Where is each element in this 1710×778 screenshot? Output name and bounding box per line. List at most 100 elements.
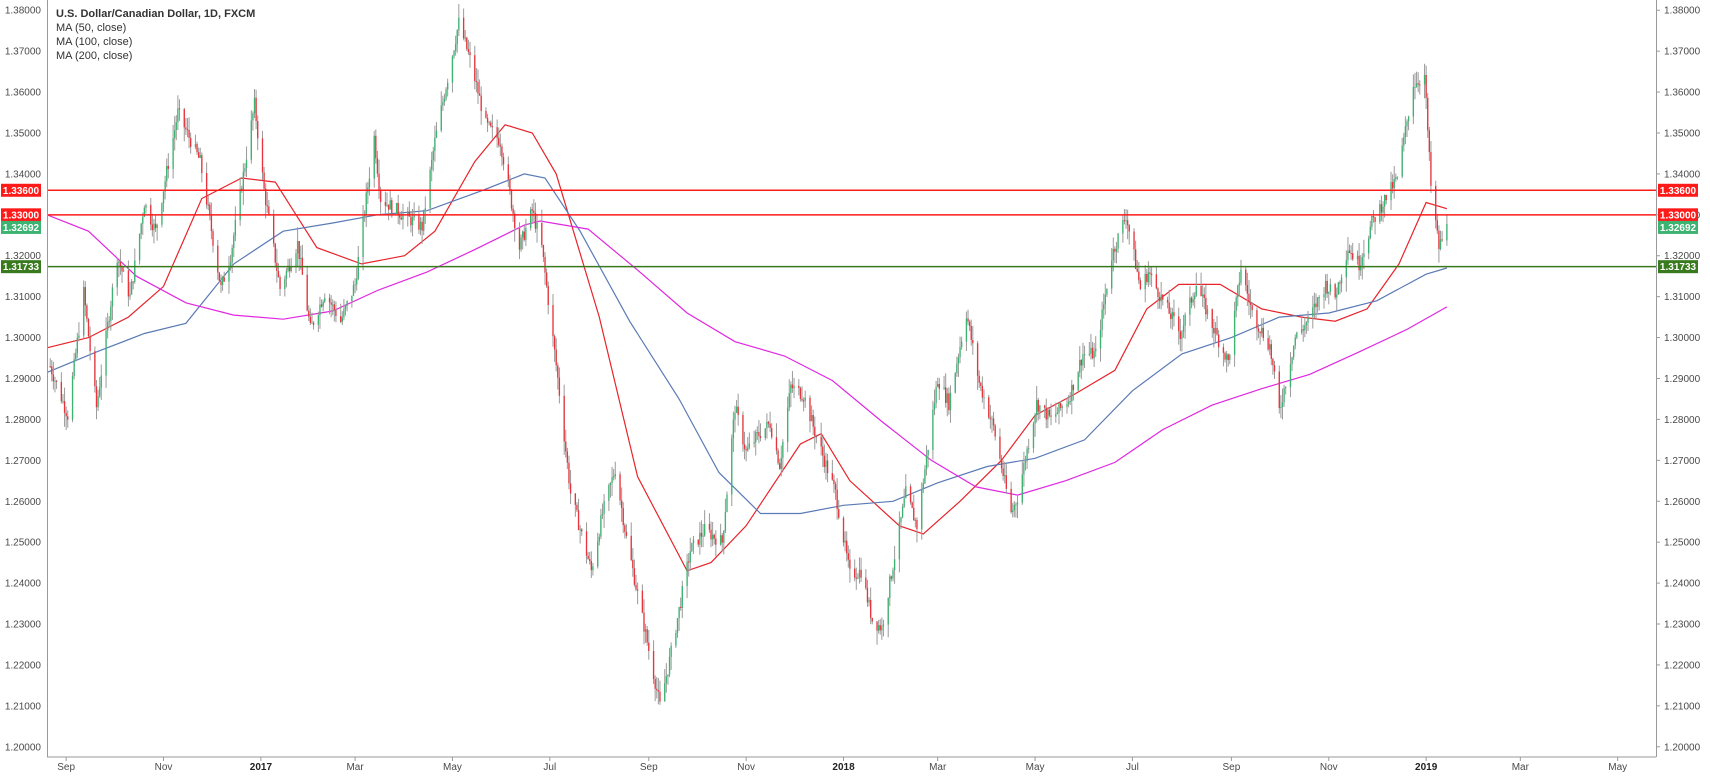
candle-body [869,599,872,618]
candle-body [142,216,144,224]
candle-body [825,460,827,467]
candle-body [343,309,345,318]
candle-body [1261,327,1263,334]
candle-body [553,336,556,350]
candle-body [95,386,98,408]
candle-body [265,188,267,206]
candle-body [1034,414,1036,424]
candle-body [703,523,706,536]
candle-body [1403,137,1405,146]
candle-body [924,469,926,484]
x-axis-ticks: Sep Nov 2017 Mar May Jul Sep Nov 2018 Mar May Jul Se… [57,757,1627,773]
candle-body [277,271,280,278]
resistance-tag-left-text: 1.33600 [3,186,40,197]
resistance-tag-right-text: 1.33000 [1660,210,1697,221]
candle-body [1021,474,1023,503]
candle-body [877,625,880,631]
candle-body [220,281,222,286]
candle-body [60,381,63,402]
horizontal-levels[interactable] [47,189,1656,268]
candle-body [737,406,739,415]
candle-body [175,122,177,131]
candle-body [1181,331,1183,339]
candle-body [544,257,546,273]
candle-body [1136,268,1138,272]
candle-body [330,302,332,305]
y-tick-label-left: 1.22000 [5,660,42,671]
candle-body [938,384,940,389]
candle-body [691,543,693,552]
candle-body [1138,271,1140,281]
legend-ma200[interactable]: MA (200, close) [56,50,132,62]
candle-body [110,306,112,321]
y-tick-label-right: 1.31000 [1664,292,1701,303]
candle-body [1061,406,1063,408]
candle-body [611,477,613,483]
candle-body [959,346,961,358]
candle-body [766,421,768,429]
candle-body [1037,400,1039,412]
candle-body [1345,260,1348,278]
candle-body [474,55,476,82]
candle-body [823,455,826,467]
candle-body [130,281,133,295]
candle-body [758,432,760,437]
candle-body [842,517,845,543]
candle-body [153,223,155,231]
candle-body [268,206,270,215]
candle-body [1225,354,1228,360]
candle-body [298,241,300,259]
candle-body [1383,195,1386,207]
candle-body [600,515,602,537]
candle-body [981,385,984,398]
candle-body [87,319,90,337]
candle-body [713,534,715,539]
candle-body [1347,250,1349,261]
y-tick-label-right: 1.27000 [1664,456,1701,467]
candle-body [89,336,91,352]
candle-body [421,221,423,231]
candle-body [362,216,364,257]
candle-body [911,502,913,508]
candle-body [1069,401,1071,403]
candle-body [156,224,158,229]
candle-body [1240,269,1242,283]
x-tick-label: Mar [1512,762,1530,773]
y-tick-label-left: 1.34000 [5,169,42,180]
candle-body [446,82,449,90]
y-tick-label-left: 1.23000 [5,620,42,631]
candle-body [188,129,190,138]
x-tick-label: Sep [640,762,658,773]
candle-body [1117,233,1119,249]
candle-body [1214,327,1217,334]
candle-body [547,285,549,306]
candle-body [721,535,723,543]
candle-body [680,607,682,609]
candle-body [1091,347,1094,359]
candle-body [1093,351,1095,359]
candle-body [826,460,829,474]
candle-body [630,535,632,560]
candle-body [162,191,165,204]
candle-body [1032,423,1035,449]
candle-body [536,222,538,229]
candle-body [1305,322,1308,326]
candle-body [965,318,968,342]
candle-body [228,266,230,282]
candle-body [943,387,945,389]
candle-body [659,691,661,702]
x-tick-label: 2018 [832,762,855,773]
candle-body [378,173,380,191]
x-tick-label: Nov [155,762,173,773]
legend-ma100[interactable]: MA (100, close) [56,36,132,48]
candle-body [295,253,297,267]
candle-body [1195,286,1197,296]
candle-body [711,534,714,540]
candle-body [54,380,56,382]
candle-body [641,590,644,613]
legend-ma50[interactable]: MA (50, close) [56,22,126,34]
candle-body [1246,285,1249,294]
candle-body [1237,285,1239,298]
candle-body [541,222,543,246]
